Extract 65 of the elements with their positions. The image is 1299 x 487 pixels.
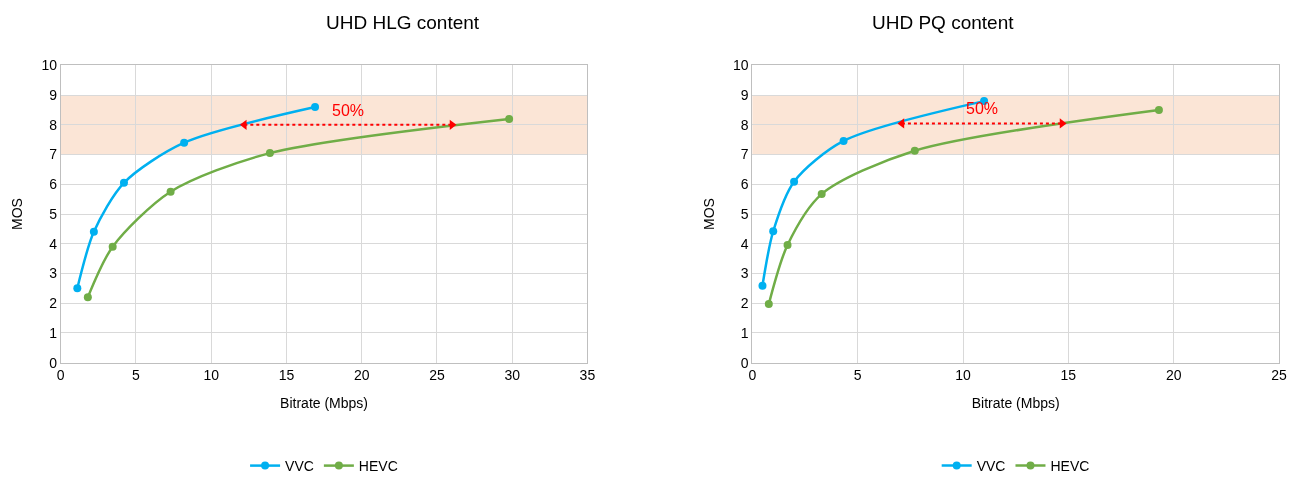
point (311, 103, 320, 112)
y-tick-label: 10 (732, 57, 749, 74)
y-tick-label: 3 (49, 265, 58, 282)
point (764, 300, 773, 309)
point (166, 187, 175, 196)
y-tick-label: 8 (49, 116, 58, 133)
y-tick-label: 2 (740, 295, 749, 312)
point (769, 227, 778, 236)
legend-label: HEVC (358, 458, 398, 475)
chart-title: UHD HLG content (326, 12, 480, 33)
y-tick-label: 0 (49, 354, 58, 371)
annotation: 50% (966, 100, 999, 117)
point (817, 190, 826, 199)
x-tick-label: 5 (853, 367, 862, 384)
x-tick-label: 20 (353, 367, 370, 384)
x-tick-label: 35 (579, 367, 596, 384)
y-axis-title: MOS (8, 198, 25, 230)
y-axis-title: MOS (700, 198, 717, 230)
x-tick-label: 25 (429, 367, 445, 384)
x-tick-label: 5 (132, 367, 141, 384)
y-tick-label: 0 (740, 354, 749, 371)
x-axis-title: Bitrate (Mbps) (971, 394, 1060, 411)
y-tick-label: 6 (49, 176, 58, 193)
point (910, 146, 919, 155)
y-tick-label: 9 (740, 87, 749, 104)
point (783, 240, 792, 249)
point (265, 149, 274, 158)
legend-label: VVC (976, 458, 1006, 475)
y-tick-label: 3 (740, 265, 749, 282)
legend-label: VVC (285, 458, 314, 475)
y-tick-label: 5 (740, 205, 749, 222)
point (89, 227, 98, 236)
y-tick-label: 7 (740, 146, 749, 163)
x-tick-label: 20 (1165, 367, 1182, 384)
point (1154, 106, 1163, 115)
point (790, 177, 799, 186)
y-tick-label: 8 (740, 116, 749, 133)
y-tick-label: 2 (49, 295, 58, 312)
x-tick-label: 15 (1060, 367, 1077, 384)
annotation: 50% (332, 102, 365, 119)
x-tick-label: 30 (504, 367, 521, 384)
x-axis-title: Bitrate (Mbps) (280, 394, 369, 411)
point (83, 293, 92, 302)
x-tick-label: 25 (1271, 367, 1287, 384)
x-tick-label: 15 (278, 367, 295, 384)
y-tick-label: 4 (49, 235, 58, 252)
point (73, 284, 82, 293)
y-tick-label: 6 (740, 176, 749, 193)
legend-label: HEVC (1050, 458, 1090, 475)
point (180, 138, 189, 147)
chart-title: UHD PQ content (872, 12, 1015, 33)
x-tick-label: 10 (203, 367, 220, 384)
point (119, 178, 128, 187)
x-tick-label: 10 (955, 367, 972, 384)
y-tick-label: 7 (49, 146, 58, 163)
y-tick-label: 5 (49, 205, 58, 222)
y-tick-label: 1 (740, 324, 749, 341)
point (505, 114, 514, 123)
y-tick-label: 9 (49, 87, 58, 104)
point (839, 136, 848, 145)
y-tick-label: 4 (740, 235, 749, 252)
point (108, 242, 117, 251)
point (758, 281, 767, 290)
y-tick-label: 10 (41, 57, 58, 74)
y-tick-label: 1 (49, 324, 58, 341)
